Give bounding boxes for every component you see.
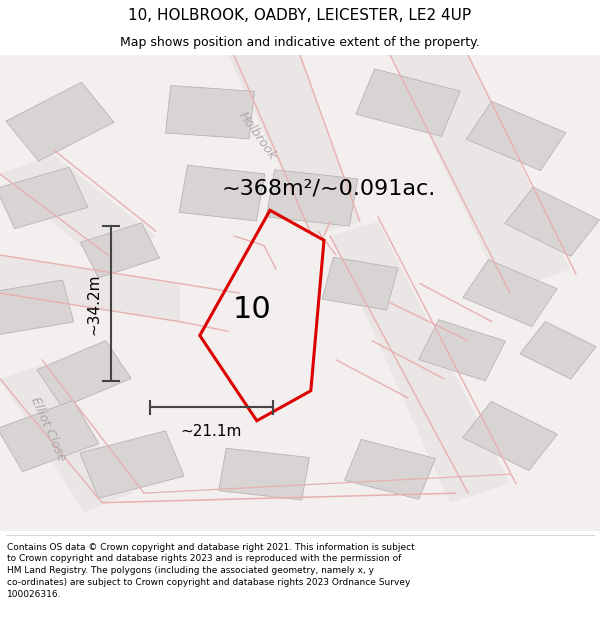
- Polygon shape: [37, 341, 131, 408]
- Polygon shape: [390, 55, 570, 293]
- Polygon shape: [0, 55, 600, 531]
- Polygon shape: [466, 101, 566, 171]
- Polygon shape: [356, 69, 460, 136]
- Polygon shape: [0, 167, 88, 229]
- Polygon shape: [505, 187, 599, 256]
- Polygon shape: [344, 439, 436, 499]
- Polygon shape: [419, 320, 505, 381]
- Polygon shape: [80, 222, 160, 278]
- Polygon shape: [322, 258, 398, 310]
- Text: Elliot Close: Elliot Close: [28, 395, 68, 463]
- Polygon shape: [179, 165, 265, 221]
- Polygon shape: [80, 431, 184, 498]
- Text: ~34.2m: ~34.2m: [87, 273, 102, 334]
- Text: ~21.1m: ~21.1m: [181, 424, 242, 439]
- Polygon shape: [0, 401, 99, 472]
- Text: ~368m²/~0.091ac.: ~368m²/~0.091ac.: [222, 178, 436, 198]
- Text: Contains OS data © Crown copyright and database right 2021. This information is : Contains OS data © Crown copyright and d…: [7, 542, 415, 599]
- Text: Map shows position and indicative extent of the property.: Map shows position and indicative extent…: [120, 36, 480, 49]
- Polygon shape: [0, 155, 156, 260]
- Polygon shape: [0, 364, 132, 512]
- Polygon shape: [228, 55, 360, 236]
- Polygon shape: [166, 86, 254, 139]
- Text: Holbrook: Holbrook: [236, 109, 280, 162]
- Polygon shape: [520, 321, 596, 379]
- Polygon shape: [0, 280, 74, 335]
- Polygon shape: [330, 222, 510, 503]
- Polygon shape: [266, 169, 358, 226]
- Polygon shape: [0, 255, 180, 322]
- Text: 10: 10: [233, 295, 271, 324]
- Polygon shape: [463, 401, 557, 471]
- Polygon shape: [6, 82, 114, 161]
- Text: 10, HOLBROOK, OADBY, LEICESTER, LE2 4UP: 10, HOLBROOK, OADBY, LEICESTER, LE2 4UP: [128, 8, 472, 23]
- Polygon shape: [463, 259, 557, 327]
- Polygon shape: [218, 448, 310, 500]
